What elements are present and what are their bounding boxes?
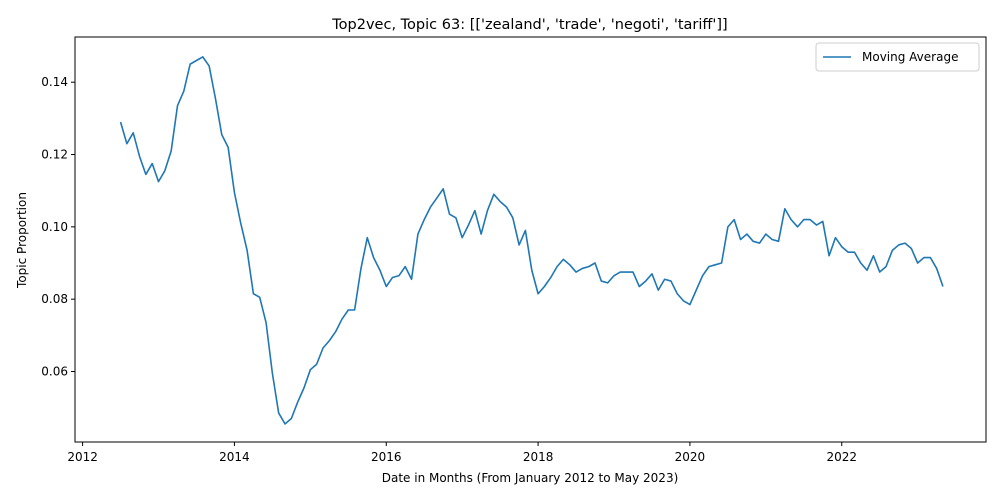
x-axis: 2012 2014 2016 2018 2020 2022 [67,442,857,464]
y-axis: 0.06 0.08 0.10 0.12 0.14 [41,75,75,378]
x-tick-label: 2014 [219,450,250,464]
legend-entry-moving-average: Moving Average [862,50,958,64]
x-tick-label: 2022 [826,450,857,464]
x-tick-label: 2016 [371,450,402,464]
x-axis-label: Date in Months (From January 2012 to May… [382,471,679,485]
x-tick-label: 2020 [675,450,706,464]
chart-title: Top2vec, Topic 63: [['zealand', 'trade',… [331,17,727,33]
legend-box [815,42,980,72]
y-tick-label: 0.08 [41,292,68,306]
y-tick-label: 0.12 [41,148,68,162]
legend: Moving Average [815,42,980,72]
series-line-moving-average [119,56,944,425]
y-tick-label: 0.10 [41,220,68,234]
y-axis-label: Topic Proportion [15,192,29,289]
x-tick-label: 2012 [67,450,98,464]
y-tick-label: 0.06 [41,364,68,378]
plot-frame [74,36,987,443]
y-tick-label: 0.14 [41,75,68,89]
x-tick-label: 2018 [523,450,554,464]
